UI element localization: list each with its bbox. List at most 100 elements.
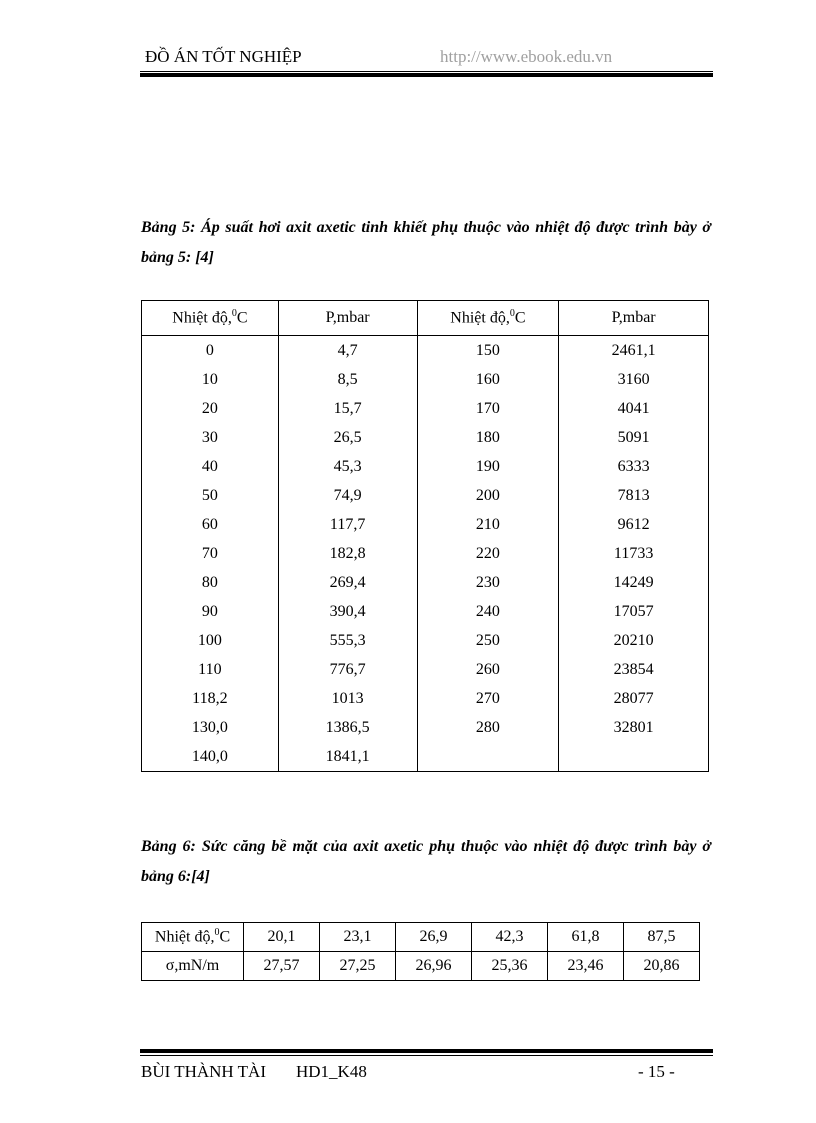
table-cell: 182,8 <box>277 539 418 568</box>
table-cell: 6333 <box>558 452 709 481</box>
footer-page-number: - 15 - <box>638 1062 675 1081</box>
table-row: 10 8,5 160 3160 <box>141 365 709 394</box>
table-cell: 210 <box>416 510 560 539</box>
table-cell: 3160 <box>558 365 709 394</box>
table-cell: 20,86 <box>623 951 700 981</box>
table-cell: 2461,1 <box>558 335 709 365</box>
table-cell: 23,46 <box>547 951 624 981</box>
table-row: 118,2 1013 270 28077 <box>141 684 709 713</box>
table-cell: 270 <box>416 684 560 713</box>
table-cell: 555,3 <box>277 626 418 655</box>
table-cell: 50 <box>141 481 279 510</box>
table-cell: 230 <box>416 568 560 597</box>
table-cell: 27,25 <box>319 951 396 981</box>
table-cell: 4041 <box>558 394 709 423</box>
table-cell: 25,36 <box>471 951 548 981</box>
footer-author: BÙI THÀNH TÀI <box>141 1062 266 1081</box>
table-cell: 61,8 <box>547 922 624 952</box>
table-cell: 15,7 <box>277 394 418 423</box>
table-cell: 23,1 <box>319 922 396 952</box>
table-cell: 26,96 <box>395 951 472 981</box>
table-cell: 90 <box>141 597 279 626</box>
table-cell: 80 <box>141 568 279 597</box>
table-cell: 20,1 <box>243 922 320 952</box>
header-rule <box>140 71 713 72</box>
table-row: 60 117,7 210 9612 <box>141 510 709 539</box>
table-row: 50 74,9 200 7813 <box>141 481 709 510</box>
table-cell: 776,7 <box>277 655 418 684</box>
table-cell: 87,5 <box>623 922 700 952</box>
table-cell: 269,4 <box>277 568 418 597</box>
table-row: Nhiệt độ,0C 20,1 23,1 26,9 42,3 61,8 87,5 <box>141 922 700 952</box>
header-rule-thick <box>140 73 713 77</box>
vapor-pressure-table: Nhiệt độ,0C P,mbar Nhiệt độ,0C P,mbar 0 4,7 15… <box>141 300 709 772</box>
header-temperature: Nhiệt độ,0C <box>141 300 279 336</box>
surface-tension-table: Nhiệt độ,0C 20,1 23,1 26,9 42,3 61,8 87,5 σ,mN/… <box>141 922 700 981</box>
table-cell: 130,0 <box>141 713 279 742</box>
table-cell: 7813 <box>558 481 709 510</box>
table-cell: 20210 <box>558 626 709 655</box>
table-cell <box>416 742 560 772</box>
table-cell: 20 <box>141 394 279 423</box>
footer-class: HD1_K48 <box>296 1062 367 1081</box>
table-cell: 42,3 <box>471 922 548 952</box>
table-row: 90 390,4 240 17057 <box>141 597 709 626</box>
table-cell: 390,4 <box>277 597 418 626</box>
table-cell: 250 <box>416 626 560 655</box>
table-cell: 70 <box>141 539 279 568</box>
table-cell: 170 <box>416 394 560 423</box>
table-row: 40 45,3 190 6333 <box>141 452 709 481</box>
table-cell: 23854 <box>558 655 709 684</box>
table-cell: 1386,5 <box>277 713 418 742</box>
table-row: 140,0 1841,1 <box>141 742 709 772</box>
table-cell: 1013 <box>277 684 418 713</box>
table-cell: 220 <box>416 539 560 568</box>
table-cell: 8,5 <box>277 365 418 394</box>
footer-rule-thick <box>140 1049 713 1053</box>
table-row: 0 4,7 150 2461,1 <box>141 335 709 365</box>
table-cell: 100 <box>141 626 279 655</box>
table-cell <box>558 742 709 772</box>
table-cell: 280 <box>416 713 560 742</box>
footer-rule <box>140 1055 713 1056</box>
header-pressure: P,mbar <box>277 300 418 336</box>
table-cell: 160 <box>416 365 560 394</box>
table-row: 100 555,3 250 20210 <box>141 626 709 655</box>
table-cell: 0 <box>141 335 279 365</box>
table-cell: 40 <box>141 452 279 481</box>
table-cell: 26,9 <box>395 922 472 952</box>
table-row: 130,0 1386,5 280 32801 <box>141 713 709 742</box>
table-cell: 4,7 <box>277 335 418 365</box>
table-cell: 60 <box>141 510 279 539</box>
table-cell: 11733 <box>558 539 709 568</box>
table-cell: 5091 <box>558 423 709 452</box>
table-cell: 260 <box>416 655 560 684</box>
table-cell: 32801 <box>558 713 709 742</box>
table-cell: 200 <box>416 481 560 510</box>
table-row: 110 776,7 260 23854 <box>141 655 709 684</box>
table6-caption: Bảng 6: Sức căng bề mặt của axit axetic … <box>141 838 711 885</box>
header-title: ĐỒ ÁN TỐT NGHIỆP <box>145 47 302 66</box>
table-header-row: Nhiệt độ,0C P,mbar Nhiệt độ,0C P,mbar <box>141 300 709 336</box>
header-url: http://www.ebook.edu.vn <box>440 47 613 66</box>
header-pressure: P,mbar <box>558 300 709 336</box>
table-cell: 27,57 <box>243 951 320 981</box>
table-cell: 10 <box>141 365 279 394</box>
header-temperature: Nhiệt độ,0C <box>416 300 560 336</box>
table-cell: 45,3 <box>277 452 418 481</box>
table-row: σ,mN/m 27,57 27,25 26,96 25,36 23,46 20,86 <box>141 951 700 981</box>
table-cell: 74,9 <box>277 481 418 510</box>
table-cell: 28077 <box>558 684 709 713</box>
table-cell: 190 <box>416 452 560 481</box>
table-cell: 26,5 <box>277 423 418 452</box>
table-cell: 117,7 <box>277 510 418 539</box>
table-cell: 140,0 <box>141 742 279 772</box>
table-row: 80 269,4 230 14249 <box>141 568 709 597</box>
table-row: 20 15,7 170 4041 <box>141 394 709 423</box>
table-cell: 9612 <box>558 510 709 539</box>
table-cell: 30 <box>141 423 279 452</box>
table-cell: 17057 <box>558 597 709 626</box>
table-cell: 110 <box>141 655 279 684</box>
table-cell: 14249 <box>558 568 709 597</box>
